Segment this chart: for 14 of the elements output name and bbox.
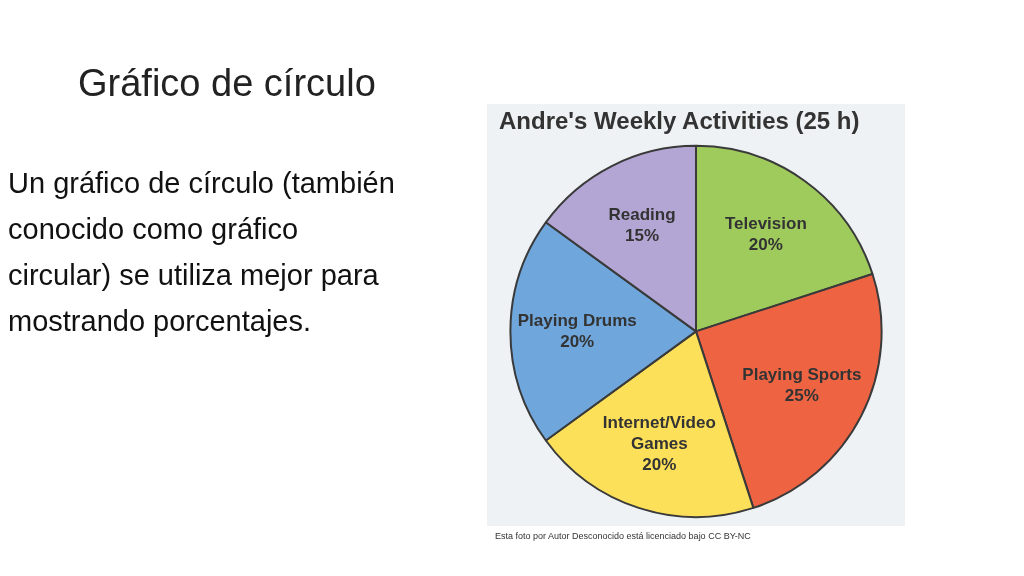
slice-label: Playing Sports [742,364,862,384]
text: Esta foto por Autor Desconocido está licenciado bajo CC BY-NC [495,531,751,541]
data-label: 20% [560,331,595,351]
data-label: 15% [625,225,660,245]
data-label: 20% [642,455,677,475]
chart-title: Gráfico de círculo [78,62,376,105]
slice-label: Reading [608,204,676,224]
data-label: 25% [784,385,819,405]
text: Un gráfico de círculo (también conocido como gráfico circular) se utiliza mejor para mostrando porcentajes. [8,166,396,339]
slice-label: Playing Drums [517,310,637,330]
data-label: 20% [748,235,783,255]
slice-label: Television [724,214,807,234]
chart-subtitle: Andre's Weekly Activities (25 h) [499,107,860,135]
slice-label: Internet/Video Games [602,413,716,454]
